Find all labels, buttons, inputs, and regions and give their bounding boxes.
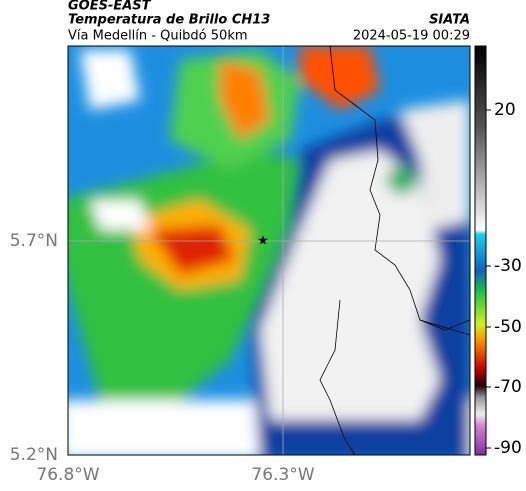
colorbar-ticks: [486, 109, 491, 449]
map-subtitle: Vía Medellín - Quibdó 50km: [68, 29, 248, 44]
colorbar-label: 20: [494, 100, 516, 120]
lat-label: 5.7°N: [10, 231, 58, 251]
colorbar-label: -30: [494, 256, 522, 276]
colorbar-label: -70: [494, 377, 522, 397]
satellite-image: ★: [68, 46, 470, 455]
colorbar-label: -50: [494, 317, 522, 337]
colorbar: [474, 45, 487, 456]
agency-label: SIATA: [429, 13, 470, 28]
colorbar-label: -90: [494, 438, 522, 458]
lon-label: 76.3°W: [251, 465, 314, 485]
source-label: GOES-EAST: [68, 0, 152, 14]
lon-label: 76.8°W: [36, 465, 99, 485]
lat-label: 5.2°N: [10, 445, 58, 465]
datetime-label: 2024-05-19 00:29: [353, 29, 470, 44]
location-star: ★: [257, 234, 269, 249]
map-title: Temperatura de Brillo CH13: [68, 13, 270, 28]
map-frame: [67, 45, 471, 456]
